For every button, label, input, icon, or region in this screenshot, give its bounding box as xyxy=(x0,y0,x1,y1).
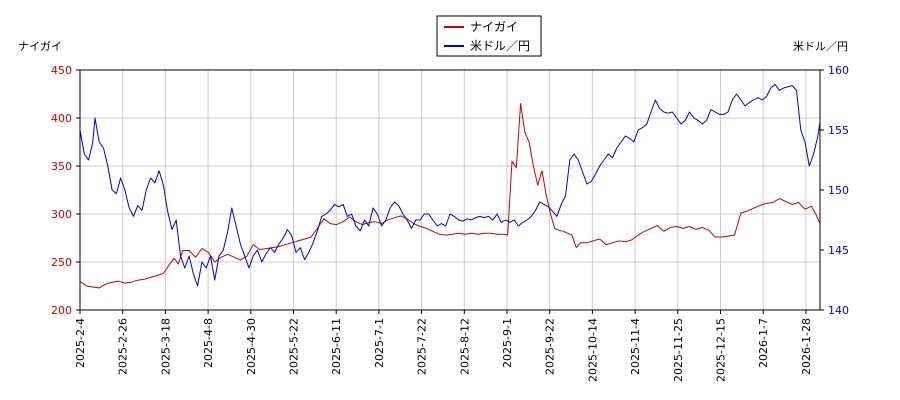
legend-label-naigai: ナイガイ xyxy=(470,20,518,34)
x-tick-label: 2025-11-4 xyxy=(629,318,642,375)
legend-box xyxy=(436,15,542,57)
left-axis-title: ナイガイ xyxy=(18,40,62,53)
right-tick-label: 160 xyxy=(828,64,849,77)
right-tick-label: 145 xyxy=(828,244,849,257)
x-axis: 2025-2-4 2025-2-26 2025-3-18 2025-4-8 2025-4… xyxy=(74,310,813,382)
series-lines xyxy=(79,83,821,289)
left-tick-label: 200 xyxy=(51,304,72,317)
right-axis-title: 米ドル／円 xyxy=(793,40,848,53)
x-tick-label: 2025-8-12 xyxy=(458,318,471,375)
x-tick-label: 2025-3-18 xyxy=(159,318,172,375)
series-line-usdjpy xyxy=(79,83,821,287)
right-tick-label: 140 xyxy=(828,304,849,317)
left-tick-label: 250 xyxy=(51,256,72,269)
x-tick-label: 2025-5-22 xyxy=(288,318,301,375)
x-tick-label: 2025-7-1 xyxy=(373,318,386,368)
x-tick-label: 2025-9-22 xyxy=(544,318,557,375)
x-tick-label: 2025-6-11 xyxy=(330,318,343,375)
left-tick-label: 450 xyxy=(51,64,72,77)
x-tick-label: 2025-9-1 xyxy=(501,318,514,368)
x-tick-label: 2026-1-28 xyxy=(800,318,813,375)
x-tick-label: 2026-1-7 xyxy=(757,318,770,368)
right-axis: 140 145 150 155 160 xyxy=(820,64,849,317)
legend: ナイガイ 米ドル／円 xyxy=(436,15,542,57)
left-tick-label: 300 xyxy=(51,208,72,221)
x-tick-label: 2025-2-4 xyxy=(74,318,87,368)
left-tick-label: 400 xyxy=(51,112,72,125)
right-tick-label: 150 xyxy=(828,184,849,197)
left-axis: 200 250 300 350 400 450 xyxy=(51,64,80,317)
x-tick-label: 2025-4-30 xyxy=(245,318,258,375)
x-tick-label: 2025-12-15 xyxy=(715,318,728,382)
x-tick-label: 2025-11-25 xyxy=(672,318,685,382)
plot-area xyxy=(79,69,821,311)
x-tick-label: 2025-10-14 xyxy=(586,318,599,382)
legend-label-usdjpy: 米ドル／円 xyxy=(470,39,530,53)
left-tick-label: 350 xyxy=(51,160,72,173)
x-tick-label: 2025-4-8 xyxy=(202,318,215,368)
series-line-naigai xyxy=(79,103,821,289)
right-tick-label: 155 xyxy=(828,124,849,137)
x-tick-label: 2025-7-22 xyxy=(416,318,429,375)
gridlines xyxy=(80,69,820,311)
x-tick-label: 2025-2-26 xyxy=(117,318,130,375)
